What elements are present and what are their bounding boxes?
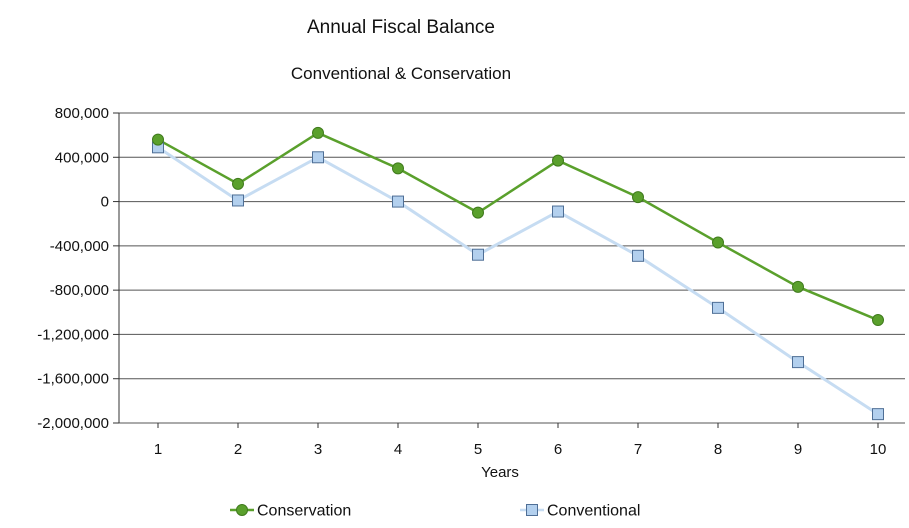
legend-label: Conventional: [547, 503, 640, 520]
data-point-conservation: [152, 133, 164, 146]
y-tick-label: -1,600,000: [37, 371, 109, 388]
x-tick-label: 2: [234, 441, 242, 458]
data-point-conservation: [552, 154, 564, 167]
data-point-conservation: [872, 314, 884, 327]
data-point-conservation: [392, 162, 404, 175]
legend: Conservation Conventional: [230, 503, 640, 520]
data-point-conventional: [312, 151, 324, 164]
y-axis-ticks: 800,000 400,000 0 -400,000 -800,000 -1,200,00…: [37, 105, 119, 432]
x-axis-ticks: 1 2 3 4 5 6 7 8 9 10: [154, 423, 887, 458]
x-tick-label: 10: [870, 441, 887, 458]
y-tick-label: -2,000,000: [37, 415, 109, 432]
data-point-conservation: [712, 236, 724, 249]
data-point-conservation: [232, 177, 244, 190]
series: [152, 126, 884, 421]
series-line-conservation: [157, 131, 879, 322]
y-tick-label: -800,000: [50, 282, 109, 299]
y-tick-label: -1,200,000: [37, 326, 109, 343]
data-point-conventional: [712, 301, 724, 314]
data-point-conventional: [392, 195, 404, 208]
gridlines: [119, 112, 905, 424]
legend-item-conventional: Conventional: [520, 503, 640, 520]
data-point-conservation: [792, 280, 804, 293]
data-point-conventional: [472, 248, 484, 261]
y-tick-label: 800,000: [55, 105, 109, 122]
legend-item-conservation: Conservation: [230, 503, 351, 520]
data-point-conventional: [792, 356, 804, 369]
series-line-conventional: [157, 146, 879, 416]
legend-marker: [236, 504, 248, 516]
data-point-conservation: [312, 126, 324, 139]
x-tick-label: 9: [794, 441, 802, 458]
x-tick-label: 4: [394, 441, 402, 458]
y-tick-label: 400,000: [55, 149, 109, 166]
data-point-conservation: [472, 206, 484, 219]
y-tick-label: -400,000: [50, 238, 109, 255]
x-axis-label: Years: [481, 464, 519, 481]
data-point-conservation: [632, 191, 644, 204]
x-tick-label: 7: [634, 441, 642, 458]
x-tick-label: 8: [714, 441, 722, 458]
data-point-conventional: [552, 205, 564, 218]
data-point-conventional: [232, 194, 244, 207]
x-tick-label: 3: [314, 441, 322, 458]
y-tick-label: 0: [101, 194, 109, 211]
x-tick-label: 6: [554, 441, 562, 458]
data-point-conventional: [632, 249, 644, 262]
chart-subtitle: Conventional & Conservation: [291, 64, 511, 83]
chart-title: Annual Fiscal Balance: [307, 17, 495, 38]
x-tick-label: 5: [474, 441, 482, 458]
legend-marker: [526, 504, 538, 516]
legend-label: Conservation: [257, 503, 351, 520]
data-point-conventional: [872, 408, 884, 421]
x-tick-label: 1: [154, 441, 162, 458]
